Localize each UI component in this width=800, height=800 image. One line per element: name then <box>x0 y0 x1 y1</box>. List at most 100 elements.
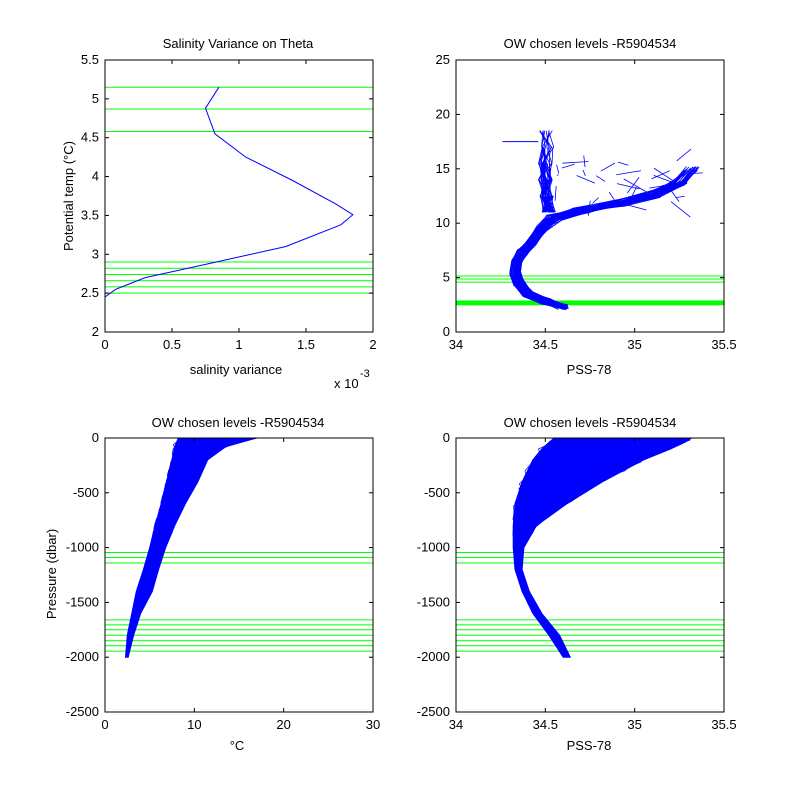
profile-line <box>527 439 671 537</box>
axes-frame <box>104 437 374 713</box>
ts-profile <box>592 197 599 204</box>
profile-line <box>519 439 609 537</box>
ts-profile <box>517 203 621 310</box>
subplot-theta-salinity: OW chosen levels -R5904534 PSS-78 34 34.5… <box>436 36 737 377</box>
x-tick-label: 0 <box>101 337 108 352</box>
profile-line <box>520 440 614 537</box>
plot-area <box>456 438 724 658</box>
profile-line <box>527 439 676 537</box>
ts-profile <box>627 177 640 194</box>
profile-line <box>162 439 220 537</box>
ts-profile <box>519 204 625 309</box>
axes-frame <box>104 59 374 333</box>
y-tick-label: 2 <box>92 324 99 339</box>
x-tick-label: 35 <box>627 337 641 352</box>
profile-line <box>521 439 626 537</box>
profile-line <box>515 440 578 537</box>
plot-area <box>105 438 373 658</box>
ts-profile <box>519 196 661 310</box>
subplot-salinity-variance: Salinity Variance on Theta salinity vari… <box>61 36 377 391</box>
x-exponent-label: x 10 <box>334 376 359 391</box>
y-tick-label: -2500 <box>417 704 450 719</box>
x-tick-label: 30 <box>366 717 380 732</box>
subplot-title: OW chosen levels -R5904534 <box>504 36 677 51</box>
profile-line <box>529 439 691 537</box>
profile-line <box>515 439 575 537</box>
ts-profile <box>582 169 586 177</box>
y-tick-label: 4 <box>92 169 99 184</box>
ts-profile <box>583 155 586 168</box>
profile-line <box>516 439 588 537</box>
ts-profile <box>651 170 670 180</box>
y-tick-label: 0 <box>92 430 99 445</box>
plot-area <box>456 130 724 311</box>
profile-line <box>154 439 189 537</box>
x-axis-label: salinity variance <box>190 362 283 377</box>
ts-profile <box>686 172 703 175</box>
ts-profile <box>518 202 624 308</box>
profile-line <box>158 439 208 537</box>
ts-profile <box>616 170 641 176</box>
ts-profile <box>543 163 553 213</box>
profile-line <box>159 439 210 537</box>
x-tick-label: 35 <box>627 717 641 732</box>
ts-profile <box>540 146 551 213</box>
ts-profile <box>561 163 575 169</box>
chosen-level-band <box>456 300 724 306</box>
x-tick-label: 35.5 <box>711 337 736 352</box>
y-axis-label: Potential temp (°C) <box>61 141 76 251</box>
subplot-pressure-temperature: OW chosen levels -R5904534 °C Pressure (… <box>44 415 380 753</box>
profile-line <box>525 439 661 537</box>
ts-profile <box>630 186 637 200</box>
profile-line <box>164 439 228 537</box>
profile-line <box>165 439 235 537</box>
ts-profile <box>616 201 647 211</box>
ts-profile <box>513 183 679 310</box>
y-tick-label: 0 <box>443 430 450 445</box>
profile-line <box>152 440 179 537</box>
profile-line <box>513 439 564 537</box>
y-tick-label: -2000 <box>417 649 450 664</box>
profile-line <box>166 439 239 537</box>
profile-line <box>527 439 660 537</box>
y-tick-label: -1500 <box>417 594 450 609</box>
ts-profile <box>539 130 555 213</box>
y-tick-label: 25 <box>436 52 450 67</box>
x-tick-label: 1 <box>235 337 242 352</box>
y-tick-label: -1500 <box>66 594 99 609</box>
ts-profile <box>667 185 680 202</box>
profile-line <box>169 439 245 537</box>
ts-profile <box>547 195 553 213</box>
x-tick-label: 20 <box>276 717 290 732</box>
profile-line <box>526 439 667 537</box>
profile-line <box>154 439 190 537</box>
x-tick-label: 34.5 <box>533 717 558 732</box>
x-exponent-value: -3 <box>360 368 370 380</box>
variance-line <box>105 86 354 298</box>
profile-line <box>165 439 231 537</box>
profile-line <box>524 439 643 537</box>
y-tick-label: 10 <box>436 215 450 230</box>
ts-profile <box>616 183 640 190</box>
ts-profile <box>554 185 557 201</box>
x-axis-label: PSS-78 <box>567 362 612 377</box>
x-tick-label: 10 <box>187 717 201 732</box>
ts-profile <box>600 162 616 172</box>
x-axis-label: PSS-78 <box>567 738 612 753</box>
profile-line <box>515 440 576 537</box>
x-tick-label: 0.5 <box>163 337 181 352</box>
ts-profile <box>653 167 677 184</box>
x-tick-label: 0 <box>101 717 108 732</box>
subplot-title: Salinity Variance on Theta <box>163 36 314 51</box>
ts-profile <box>517 203 622 308</box>
y-tick-label: -2500 <box>66 704 99 719</box>
ts-profile <box>556 164 560 174</box>
profile-line <box>513 439 556 537</box>
y-tick-label: -500 <box>73 485 99 500</box>
x-tick-label: 34 <box>449 337 463 352</box>
profile-line <box>524 439 643 537</box>
ts-profile <box>608 191 617 203</box>
ts-profile <box>516 196 656 310</box>
profile-line <box>156 439 201 537</box>
ts-profile <box>509 170 685 308</box>
